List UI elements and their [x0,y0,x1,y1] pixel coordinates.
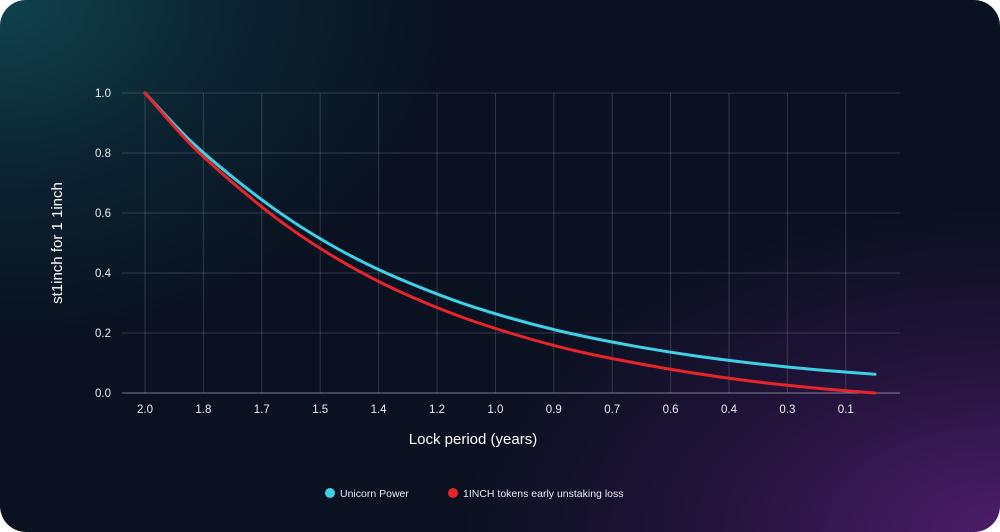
y-tick-label: 0.0 [95,388,111,400]
x-tick-label: 1.0 [487,404,503,416]
y-axis-title: st1inch for 1 1inch [49,182,66,304]
legend: Unicorn Power 1INCH tokens early unstaki… [325,488,624,500]
x-tick-label: 1.8 [195,404,211,416]
x-tick-label: 0.7 [604,404,620,416]
x-tick-label: 0.1 [838,404,854,416]
grid [122,92,900,394]
x-tick-label: 1.4 [371,404,388,416]
legend-marker-unstaking-loss [448,488,458,498]
x-tick-label: 0.3 [779,404,795,416]
legend-marker-unicorn-power [325,488,335,498]
y-tick-label: 0.2 [95,328,111,340]
y-tick-label: 1.0 [95,88,111,100]
x-tick-label: 1.7 [254,404,270,416]
x-tick-label: 2.0 [137,404,153,416]
x-tick-label: 1.2 [429,404,445,416]
series-line-unicorn-power [143,91,877,376]
x-tick-label: 1.5 [312,404,328,416]
series-lines [143,91,877,395]
x-tick-label: 0.4 [721,404,738,416]
x-axis-title: Lock period (years) [409,431,537,448]
legend-label-unstaking-loss: 1INCH tokens early unstaking loss [463,488,624,500]
x-tick-label: 0.6 [663,404,679,416]
series-line-unstaking-loss [143,91,877,395]
y-tick-label: 0.4 [95,268,112,280]
x-tick-label: 0.9 [546,404,562,416]
y-tick-label: 0.6 [95,208,111,220]
y-tick-labels: 0.0 0.2 0.4 0.6 0.8 1.0 [95,88,112,400]
legend-label-unicorn-power: Unicorn Power [340,488,409,500]
y-tick-label: 0.8 [95,148,111,160]
x-tick-labels: 2.0 1.8 1.7 1.5 1.4 1.2 1.0 0.9 0.7 0.6 0.4 0.3 0.1 [137,404,854,416]
